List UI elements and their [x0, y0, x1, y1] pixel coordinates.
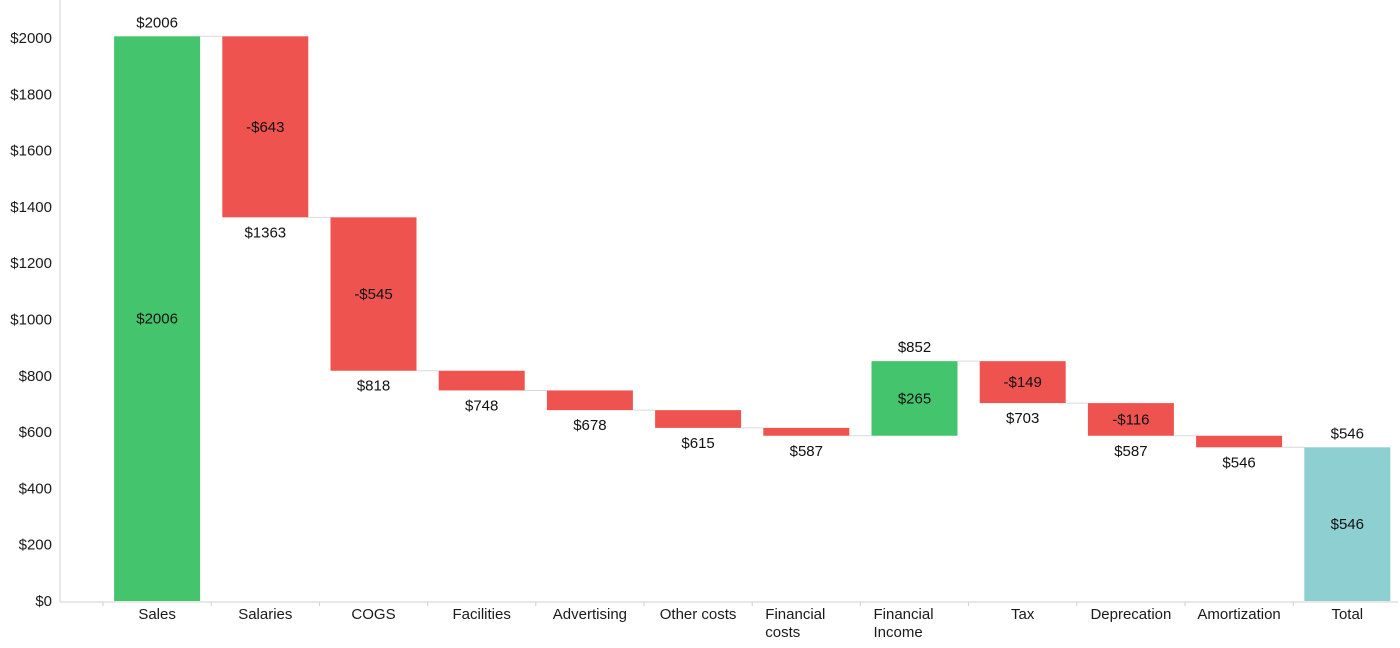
- y-tick-label: $2000: [10, 30, 52, 47]
- y-tick-label: $1600: [10, 143, 52, 160]
- y-tick-label: $800: [19, 368, 52, 385]
- bar-decrease: [1196, 435, 1283, 448]
- category-label: Advertising: [553, 606, 627, 623]
- bar-value-label: -$643: [246, 119, 284, 136]
- bar-value-label: -$545: [354, 286, 392, 303]
- bar-decrease: [222, 36, 309, 218]
- running-total-label: $748: [465, 397, 498, 414]
- running-total-label: $1363: [244, 224, 286, 241]
- bar-value-label: $546: [1331, 516, 1364, 533]
- bar-decrease: [979, 361, 1066, 404]
- category-label: Total: [1331, 606, 1363, 623]
- bar-increase: [871, 361, 958, 436]
- category-label: Sales: [138, 606, 176, 623]
- bar-value-label: -$149: [1004, 374, 1042, 391]
- running-total-label: $587: [1114, 443, 1147, 460]
- bar-value-label: $265: [898, 390, 931, 407]
- y-tick-label: $1800: [10, 86, 52, 103]
- category-label: Financial: [765, 606, 825, 623]
- running-total-label: $852: [898, 339, 931, 356]
- running-total-label: $587: [790, 443, 823, 460]
- running-total-label: $818: [357, 378, 390, 395]
- bar-total: [1304, 447, 1391, 601]
- category-label: Other costs: [660, 606, 737, 623]
- bar-decrease: [655, 410, 742, 428]
- category-label: Deprecation: [1090, 606, 1171, 623]
- y-tick-label: $0: [35, 593, 52, 610]
- running-total-label: $2006: [136, 14, 178, 31]
- bar-value-label: $2006: [136, 311, 178, 328]
- running-total-label: $703: [1006, 410, 1039, 427]
- bar-decrease: [438, 370, 525, 391]
- category-label: Income: [874, 624, 923, 641]
- category-label: Financial: [874, 606, 934, 623]
- bar-value-label: -$116: [1112, 411, 1149, 428]
- bar-decrease: [763, 427, 850, 436]
- category-label: Amortization: [1197, 606, 1280, 623]
- y-tick-label: $400: [19, 480, 52, 497]
- category-label: costs: [765, 624, 800, 641]
- y-tick-label: $200: [19, 537, 52, 554]
- category-label: Salaries: [238, 606, 292, 623]
- y-tick-label: $600: [19, 424, 52, 441]
- bar-decrease: [330, 217, 417, 371]
- category-label: Tax: [1011, 606, 1035, 623]
- bar-decrease: [546, 390, 633, 411]
- bar-decrease: [1087, 403, 1174, 436]
- y-tick-label: $1200: [10, 255, 52, 272]
- category-label: COGS: [351, 606, 395, 623]
- y-tick-label: $1400: [10, 199, 52, 216]
- bar-increase: [114, 36, 201, 602]
- running-total-label: $678: [573, 417, 606, 434]
- running-total-label: $546: [1331, 425, 1364, 442]
- category-label: Facilities: [453, 606, 511, 623]
- y-tick-label: $1000: [10, 312, 52, 329]
- running-total-label: $546: [1222, 454, 1255, 471]
- running-total-label: $615: [681, 435, 714, 452]
